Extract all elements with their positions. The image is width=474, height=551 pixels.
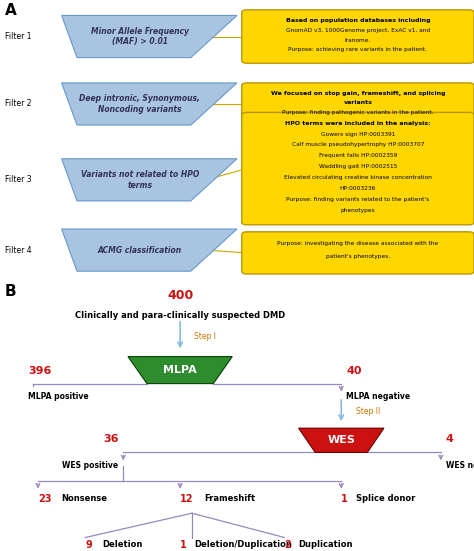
Text: Purpose: finding variants related to the patient's: Purpose: finding variants related to the… xyxy=(286,197,429,202)
Text: Purpose: finding pathogenic variants in the patient.: Purpose: finding pathogenic variants in … xyxy=(282,110,434,115)
Text: 36: 36 xyxy=(103,434,118,444)
Text: Frameshift: Frameshift xyxy=(204,494,255,503)
Text: HP:0003236: HP:0003236 xyxy=(340,186,376,191)
Text: Deletion/Duplication: Deletion/Duplication xyxy=(194,540,292,549)
Text: B: B xyxy=(5,284,17,299)
Text: Purpose: investigating the disease associated with the: Purpose: investigating the disease assoc… xyxy=(277,241,438,246)
Text: patient's phenotypes.: patient's phenotypes. xyxy=(326,254,390,259)
Text: MLPA positive: MLPA positive xyxy=(28,392,89,401)
Text: ACMG classification: ACMG classification xyxy=(98,246,182,255)
Text: Purpose: achieving rare variants in the patient.: Purpose: achieving rare variants in the … xyxy=(289,47,427,52)
Text: Step I: Step I xyxy=(194,332,216,341)
Text: Clinically and para-clinically suspected DMD: Clinically and para-clinically suspected… xyxy=(75,311,285,320)
Text: Splice donor: Splice donor xyxy=(356,494,415,503)
Text: 2: 2 xyxy=(284,540,291,550)
Text: Gowers sign HP:0003391: Gowers sign HP:0003391 xyxy=(321,132,395,137)
Text: 396: 396 xyxy=(28,365,52,376)
Text: Nonsense: Nonsense xyxy=(62,494,108,503)
Text: Minor Allele Frequency
(MAF) > 0.01: Minor Allele Frequency (MAF) > 0.01 xyxy=(91,27,189,46)
Text: Deletion: Deletion xyxy=(102,540,142,549)
Text: Waddling gait HP:0002515: Waddling gait HP:0002515 xyxy=(319,164,397,169)
Text: Filter 1: Filter 1 xyxy=(5,32,31,41)
Polygon shape xyxy=(62,159,237,201)
Text: Variants not related to HPO
terms: Variants not related to HPO terms xyxy=(81,170,199,190)
Text: Filter 2: Filter 2 xyxy=(5,100,31,109)
Text: 400: 400 xyxy=(167,289,193,302)
Polygon shape xyxy=(128,356,232,383)
FancyBboxPatch shape xyxy=(242,10,474,63)
FancyBboxPatch shape xyxy=(242,232,474,274)
Text: HPO terms were included in the analysis:: HPO terms were included in the analysis: xyxy=(285,121,431,126)
Polygon shape xyxy=(62,83,237,125)
Text: 1: 1 xyxy=(180,540,187,550)
Text: WES positive: WES positive xyxy=(63,461,118,469)
Text: Step II: Step II xyxy=(356,407,380,417)
Text: phenotypes: phenotypes xyxy=(340,208,375,213)
Text: Filter 4: Filter 4 xyxy=(5,246,31,255)
Text: GnomAD v3, 1000Genome project, ExAC v1, and: GnomAD v3, 1000Genome project, ExAC v1, … xyxy=(286,28,430,33)
Polygon shape xyxy=(299,428,384,452)
Polygon shape xyxy=(62,15,237,58)
Text: Deep intronic, Synonymous,
Noncoding variants: Deep intronic, Synonymous, Noncoding var… xyxy=(79,94,201,114)
Text: Elevated circulating creatine kinase concentration: Elevated circulating creatine kinase con… xyxy=(284,175,432,180)
Text: Duplication: Duplication xyxy=(299,540,353,549)
Text: variants: variants xyxy=(344,100,372,105)
Text: Based on population databases including: Based on population databases including xyxy=(286,18,430,23)
Text: 40: 40 xyxy=(346,365,362,376)
FancyBboxPatch shape xyxy=(242,112,474,225)
Text: We focused on stop gain, frameshift, and splicing: We focused on stop gain, frameshift, and… xyxy=(271,90,445,95)
Text: Filter 3: Filter 3 xyxy=(5,175,31,185)
Text: A: A xyxy=(5,3,17,18)
Text: MLPA: MLPA xyxy=(163,365,197,375)
FancyBboxPatch shape xyxy=(242,83,474,125)
Text: 4: 4 xyxy=(446,434,454,444)
Text: Frequent falls HP:0002359: Frequent falls HP:0002359 xyxy=(319,153,397,158)
Text: 23: 23 xyxy=(38,494,51,504)
Text: 12: 12 xyxy=(180,494,193,504)
Text: WES negative: WES negative xyxy=(446,461,474,469)
Text: 9: 9 xyxy=(85,540,92,550)
Text: Calf muscle pseudohypertrophy HP:0003707: Calf muscle pseudohypertrophy HP:0003707 xyxy=(292,143,424,148)
Text: WES: WES xyxy=(328,435,355,445)
Text: Iranome.: Iranome. xyxy=(345,37,371,42)
Text: MLPA negative: MLPA negative xyxy=(346,392,410,401)
Text: 1: 1 xyxy=(341,494,348,504)
Polygon shape xyxy=(62,229,237,271)
